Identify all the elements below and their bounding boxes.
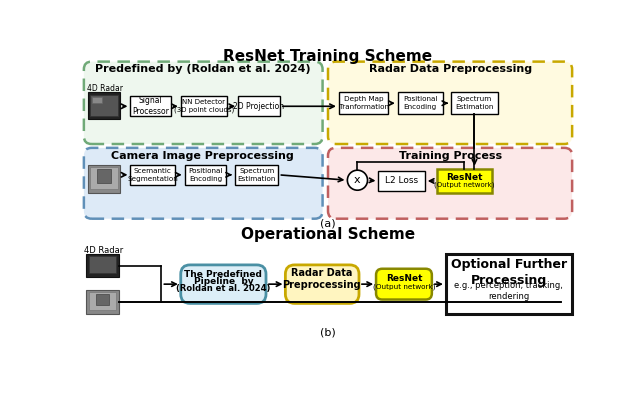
Text: (Output network): (Output network) bbox=[434, 181, 495, 188]
Bar bbox=[436, 169, 492, 193]
Text: x: x bbox=[354, 175, 361, 185]
Bar bbox=[88, 92, 120, 119]
FancyBboxPatch shape bbox=[180, 265, 266, 303]
Bar bbox=[86, 254, 119, 277]
Bar bbox=[184, 165, 227, 185]
Text: 4D Radar: 4D Radar bbox=[84, 246, 123, 255]
Text: (b): (b) bbox=[320, 328, 336, 338]
Text: Predefined by (Roldan et al. 2024): Predefined by (Roldan et al. 2024) bbox=[95, 64, 310, 74]
Bar bbox=[95, 294, 109, 305]
Bar bbox=[88, 165, 120, 193]
Text: Spectrum
Estimation: Spectrum Estimation bbox=[455, 96, 493, 110]
FancyBboxPatch shape bbox=[285, 265, 359, 303]
Bar bbox=[90, 167, 118, 189]
Text: Optional Further
Processing: Optional Further Processing bbox=[451, 258, 566, 287]
Text: L2 Loss: L2 Loss bbox=[385, 176, 418, 185]
Text: ResNet: ResNet bbox=[446, 174, 483, 182]
Text: Depth Map
Tranformation: Depth Map Tranformation bbox=[339, 96, 388, 110]
Bar bbox=[235, 165, 278, 185]
Text: (Output network): (Output network) bbox=[372, 283, 435, 290]
Text: The Predefined: The Predefined bbox=[184, 270, 262, 279]
Bar bbox=[90, 95, 118, 116]
Bar bbox=[86, 289, 119, 314]
Text: Scemantic
Segmentation: Scemantic Segmentation bbox=[127, 168, 178, 181]
Text: 2D Projection: 2D Projection bbox=[234, 102, 285, 111]
Text: Pipeline  by: Pipeline by bbox=[193, 277, 253, 286]
Bar bbox=[238, 96, 280, 116]
Bar bbox=[378, 171, 425, 191]
Text: NN Detector
(3D point clouds): NN Detector (3D point clouds) bbox=[174, 99, 234, 113]
FancyBboxPatch shape bbox=[328, 62, 572, 144]
Bar bbox=[92, 97, 102, 103]
Text: Signal
Processor: Signal Processor bbox=[132, 96, 169, 116]
Circle shape bbox=[348, 170, 367, 190]
Bar bbox=[397, 92, 443, 114]
Text: (Roldan et al. 2024): (Roldan et al. 2024) bbox=[176, 284, 271, 293]
FancyBboxPatch shape bbox=[376, 269, 432, 300]
Text: ResNet: ResNet bbox=[386, 274, 422, 283]
Text: Spectrum
Estimation: Spectrum Estimation bbox=[237, 168, 276, 181]
Text: Positional
Encoding: Positional Encoding bbox=[188, 168, 223, 181]
Text: Positional
Encoding: Positional Encoding bbox=[403, 96, 437, 110]
Bar bbox=[88, 292, 116, 310]
Bar bbox=[131, 96, 171, 116]
Text: Camera Image Preprocessing: Camera Image Preprocessing bbox=[111, 150, 294, 160]
Bar bbox=[180, 96, 227, 116]
FancyBboxPatch shape bbox=[84, 62, 323, 144]
Bar bbox=[88, 256, 116, 273]
Text: Training Process: Training Process bbox=[399, 150, 502, 160]
Text: e.g., perception, tracking,
rendering: e.g., perception, tracking, rendering bbox=[454, 281, 563, 301]
Bar bbox=[131, 165, 175, 185]
Bar bbox=[97, 170, 111, 183]
Bar bbox=[339, 92, 388, 114]
Text: 4D Radar: 4D Radar bbox=[87, 84, 123, 93]
FancyBboxPatch shape bbox=[328, 148, 572, 219]
FancyBboxPatch shape bbox=[84, 148, 323, 219]
Bar bbox=[451, 92, 498, 114]
Text: Radar Data Preprocessing: Radar Data Preprocessing bbox=[369, 64, 532, 74]
Text: ResNet Training Scheme: ResNet Training Scheme bbox=[223, 49, 433, 64]
Text: Operational Scheme: Operational Scheme bbox=[241, 227, 415, 242]
Bar bbox=[446, 254, 572, 314]
Text: Radar Data
Preprocessing: Radar Data Preprocessing bbox=[282, 267, 361, 290]
Text: (a): (a) bbox=[320, 219, 336, 228]
